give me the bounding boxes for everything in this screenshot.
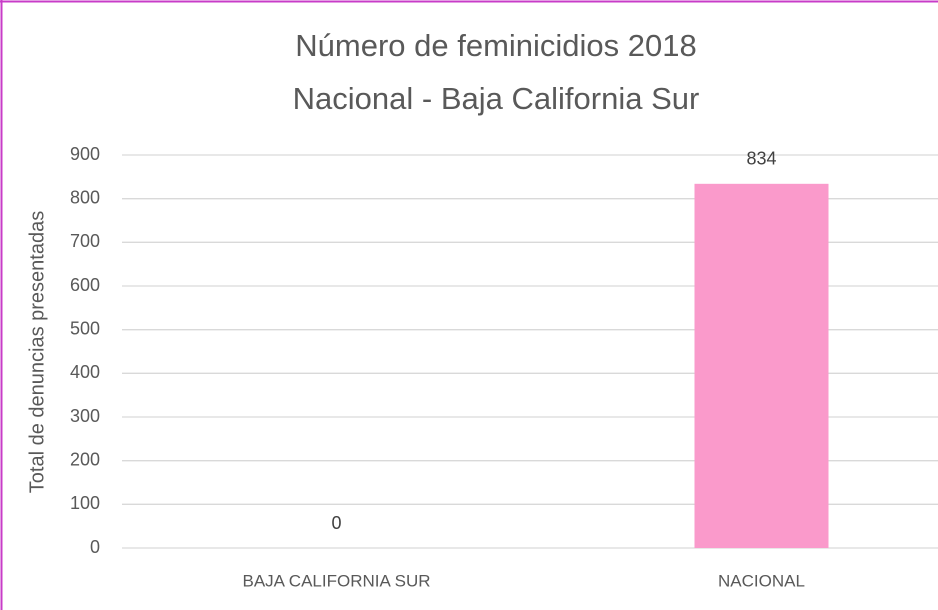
chart-subtitle: Nacional - Baja California Sur [293,81,700,116]
y-tick-label: 300 [70,406,100,426]
x-tick-label: NACIONAL [718,571,805,590]
bar [694,183,829,548]
y-tick-label: 600 [70,275,100,295]
y-axis-title: Total de denuncias presentadas [26,211,48,493]
y-tick-label: 900 [70,144,100,164]
y-tick-label: 400 [70,362,100,382]
x-tick-label: BAJA CALIFORNIA SUR [243,571,431,590]
y-tick-label: 200 [70,449,100,469]
y-tick-label: 800 [70,187,100,207]
y-tick-label: 0 [90,537,100,557]
chart-title: Número de feminicidios 2018 [295,28,697,63]
value-label: 834 [746,149,776,169]
y-tick-label: 700 [70,231,100,251]
value-label: 0 [331,513,341,533]
y-tick-label: 100 [70,493,100,513]
y-tick-label: 500 [70,318,100,338]
